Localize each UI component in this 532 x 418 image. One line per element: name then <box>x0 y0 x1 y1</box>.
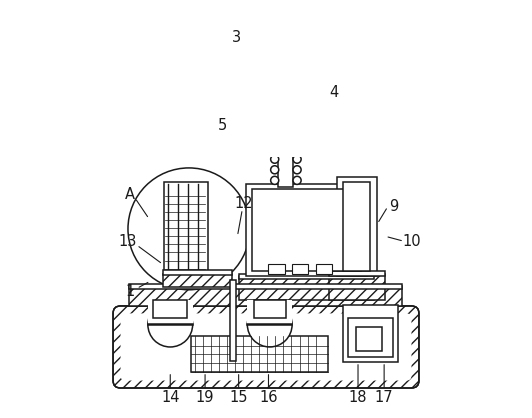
Text: A: A <box>125 186 135 201</box>
Text: 9: 9 <box>389 199 398 214</box>
Circle shape <box>271 92 279 100</box>
Bar <box>245 74 273 104</box>
Circle shape <box>271 71 279 79</box>
Bar <box>230 280 236 361</box>
Circle shape <box>293 71 301 79</box>
Bar <box>246 184 367 276</box>
Bar <box>329 274 385 300</box>
Bar <box>300 74 328 104</box>
Circle shape <box>271 134 279 142</box>
Ellipse shape <box>148 302 193 347</box>
Bar <box>292 264 308 274</box>
Bar <box>348 319 393 357</box>
Text: 16: 16 <box>259 390 278 405</box>
Bar <box>355 327 381 351</box>
Text: 10: 10 <box>402 234 421 249</box>
Text: 14: 14 <box>161 390 179 405</box>
Text: 12: 12 <box>234 196 253 212</box>
Circle shape <box>271 145 279 153</box>
Circle shape <box>293 81 301 89</box>
Circle shape <box>271 102 279 110</box>
Circle shape <box>128 168 250 290</box>
Bar <box>163 274 232 287</box>
Circle shape <box>271 176 279 184</box>
Circle shape <box>293 166 301 174</box>
Circle shape <box>293 145 301 153</box>
Bar <box>239 274 374 278</box>
Bar <box>148 324 193 325</box>
Bar <box>247 300 292 325</box>
Bar <box>343 305 398 362</box>
Circle shape <box>271 155 279 163</box>
Text: 15: 15 <box>229 390 248 405</box>
Bar <box>129 286 402 306</box>
Ellipse shape <box>247 302 292 347</box>
Bar <box>329 271 385 276</box>
Text: 3: 3 <box>231 30 240 45</box>
Bar <box>269 264 285 274</box>
Circle shape <box>293 134 301 142</box>
Circle shape <box>271 113 279 121</box>
Bar <box>252 189 361 271</box>
Circle shape <box>293 155 301 163</box>
Text: 17: 17 <box>375 390 394 405</box>
Bar <box>278 55 293 186</box>
Circle shape <box>293 92 301 100</box>
Bar <box>164 181 207 274</box>
Bar <box>148 300 193 325</box>
Circle shape <box>271 123 279 132</box>
Bar <box>153 300 187 319</box>
Circle shape <box>293 102 301 110</box>
Circle shape <box>271 166 279 174</box>
Circle shape <box>293 113 301 121</box>
Bar <box>315 264 332 274</box>
Bar <box>265 65 306 76</box>
Bar <box>247 324 292 325</box>
Bar <box>273 46 298 69</box>
FancyBboxPatch shape <box>121 314 411 380</box>
Bar <box>343 181 370 271</box>
FancyBboxPatch shape <box>113 306 419 388</box>
Bar <box>337 177 377 276</box>
Bar <box>239 276 374 300</box>
Text: 5: 5 <box>218 118 227 133</box>
Circle shape <box>293 176 301 184</box>
Circle shape <box>271 81 279 89</box>
Text: 1: 1 <box>125 283 135 298</box>
Bar <box>163 270 232 275</box>
Bar <box>191 336 328 372</box>
Text: 18: 18 <box>349 390 367 405</box>
Text: 19: 19 <box>196 390 214 405</box>
Bar <box>129 283 402 288</box>
Text: 4: 4 <box>329 84 338 99</box>
Circle shape <box>293 123 301 132</box>
Text: 13: 13 <box>118 234 137 249</box>
Bar <box>254 300 286 319</box>
